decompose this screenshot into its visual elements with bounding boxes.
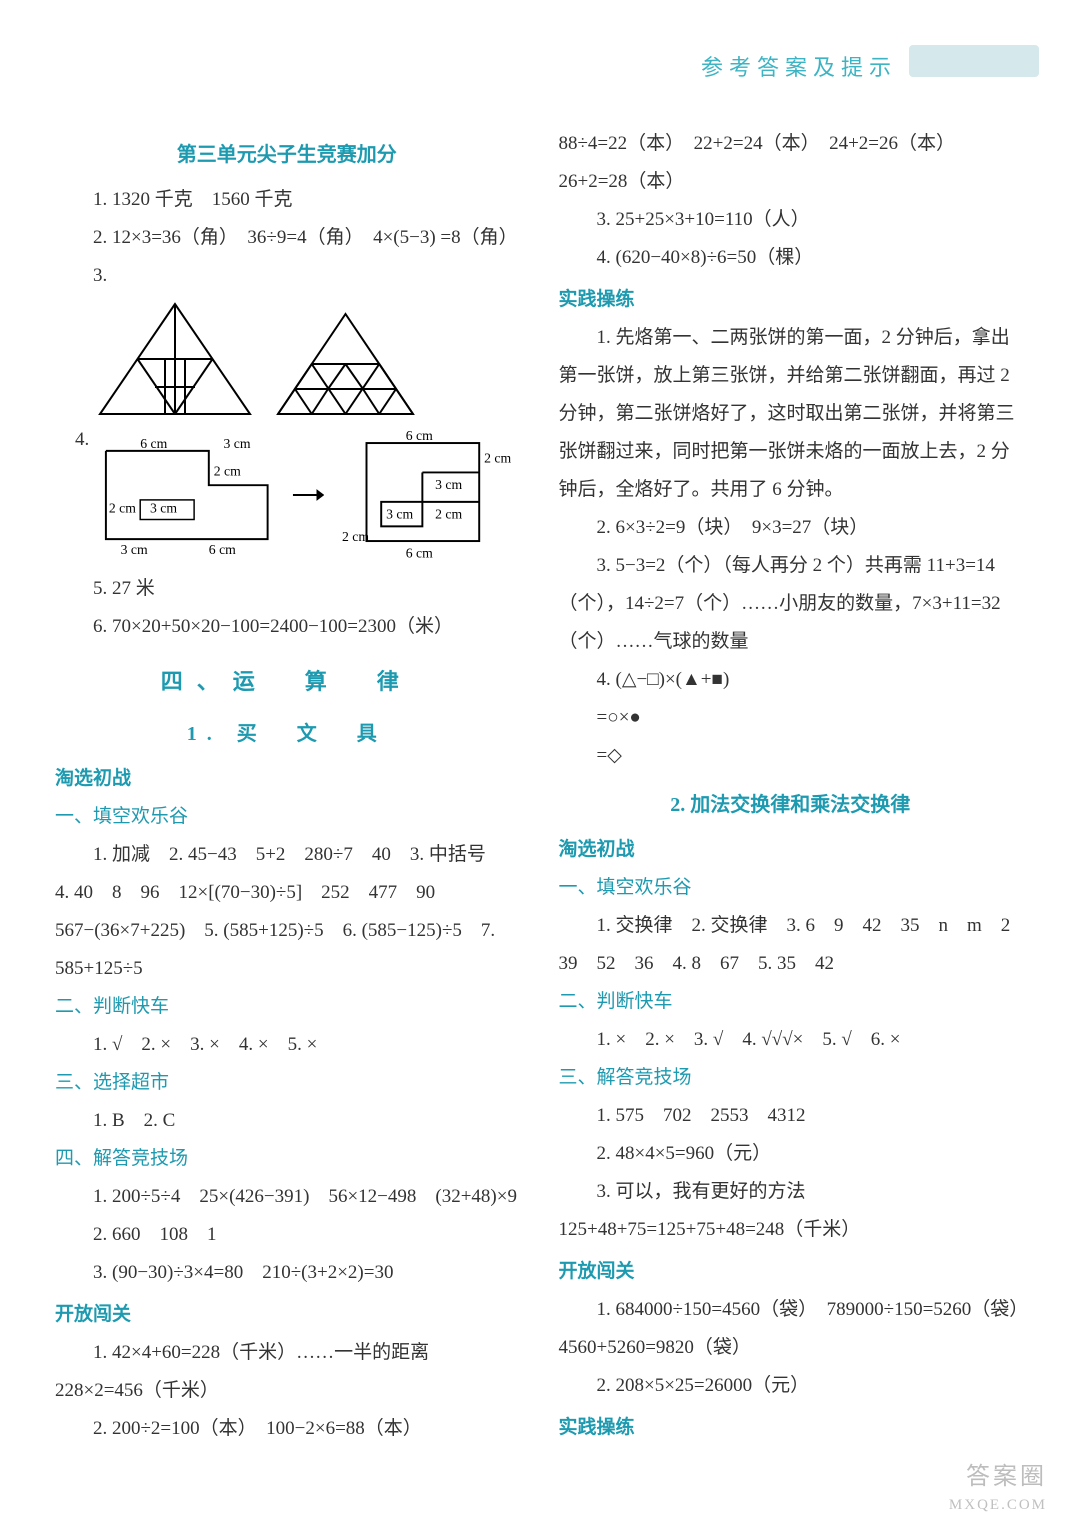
unit3-q5: 5. 27 米 [55, 570, 519, 608]
r-cont-l1: 88÷4=22（本） 22+2=24（本） 24+2=26（本） 26+2=28… [559, 125, 1023, 201]
header-badge [909, 45, 1039, 77]
sj-label: 实践操练 [559, 281, 1023, 319]
sj-l4b: =○×● [559, 699, 1023, 737]
s2-kf-l2: 2. 208×5×25=26000（元） [559, 1367, 1023, 1405]
unit3-q1: 1. 1320 千克 1560 千克 [55, 181, 519, 219]
unit3-q3-label: 3. [55, 257, 519, 295]
rect-right: 6 cm 2 cm 3 cm 2 cm 3 cm 2 cm 6 cm [342, 427, 518, 562]
r-6cm: 6 cm [406, 428, 433, 443]
cat1-label: 一、填空欢乐谷 [55, 798, 519, 836]
r-2cm-c: 2 cm [342, 529, 369, 544]
cat4-l1: 1. 200÷5÷4 25×(426−391) 56×12−498 (32+48… [55, 1178, 519, 1216]
lbl-2cm: 2 cm [214, 463, 241, 478]
unit3-heading: 第三单元尖子生竞赛加分 [55, 135, 519, 175]
cat3-l1: 1. B 2. C [55, 1102, 519, 1140]
s2-cat3-l3: 3. 可以，我有更好的方法 125+48+75=125+75+48=248（千米… [559, 1173, 1023, 1249]
arrow-icon [291, 485, 324, 505]
page-header-title: 参考答案及提示 [701, 50, 897, 82]
s2-cat3-l1: 1. 575 702 2553 4312 [559, 1097, 1023, 1135]
sj-l4c: =◇ [559, 737, 1023, 775]
r-2cm-a: 2 cm [484, 451, 511, 466]
watermark-line1: 答案圈 [949, 1461, 1047, 1495]
s2-sj-label: 实践操练 [559, 1409, 1023, 1447]
q3-figures [95, 299, 519, 419]
s2-cat3-l2: 2. 48×4×5=960（元） [559, 1135, 1023, 1173]
ch4-heading: 四、运 算 律 [55, 660, 519, 704]
content-columns: 第三单元尖子生竞赛加分 1. 1320 千克 1560 千克 2. 12×3=3… [55, 125, 1022, 1476]
watermark: 答案圈 MXQE.COM [949, 1461, 1047, 1516]
kf-l2: 2. 200÷2=100（本） 100−2×6=88（本） [55, 1410, 519, 1448]
lbl-3cm: 3 cm [224, 435, 251, 450]
s2-kf-l1: 1. 684000÷150=4560（袋） 789000÷150=5260（袋）… [559, 1291, 1023, 1367]
r-3cm-b: 3 cm [386, 507, 413, 522]
cat2-label: 二、判断快车 [55, 988, 519, 1026]
cat4-l2: 2. 660 108 1 [55, 1216, 519, 1254]
s2-cat3-label: 三、解答竞技场 [559, 1059, 1023, 1097]
hx-label: 淘选初战 [55, 760, 519, 798]
s2-sj-l2: 2. 25×45×32=36000（本） [1062, 163, 1077, 201]
triangle-figure-2 [273, 309, 418, 419]
s2-cat1-label: 一、填空欢乐谷 [559, 869, 1023, 907]
sj-l1: 1. 先烙第一、二两张饼的第一面，2 分钟后，拿出第一张饼，放上第三张饼，并给第… [559, 319, 1023, 509]
sj-l4a: 4. (△−□)×(▲+■) [559, 661, 1023, 699]
triangle-figure-1 [95, 299, 255, 419]
q4-figures: 4. 6 cm 3 cm 2 cm 3 cm 2 cm 3 cm 6 cm [75, 427, 519, 562]
lbl-6cm: 6 cm [140, 435, 167, 450]
r-cont-l2: 3. 25+25×3+10=110（人） [559, 201, 1023, 239]
watermark-line2: MXQE.COM [949, 1495, 1047, 1516]
cat1-l1: 1. 加减 2. 45−43 5+2 280÷7 40 3. 中括号 4. 40… [55, 836, 519, 988]
s2-kf-label: 开放闯关 [559, 1253, 1023, 1291]
unit3-q6: 6. 70×20+50×20−100=2400−100=2300（米） [55, 608, 519, 646]
sj-l2: 2. 6×3÷2=9（块） 9×3=27（块） [559, 509, 1023, 547]
lbl-3cm-c: 3 cm [121, 541, 148, 554]
unit3-q4-label: 4. [75, 421, 89, 459]
lbl-3cm-b: 3 cm [150, 500, 177, 515]
r-2cm-b: 2 cm [435, 507, 462, 522]
cat4-l3: 3. (90−30)÷3×4=80 210÷(3+2×2)=30 [55, 1254, 519, 1292]
sj-l3: 3. 5−3=2（个）（每人再分 2 个）共再需 11+3=14（个），14÷2… [559, 547, 1023, 661]
kf-label: 开放闯关 [55, 1296, 519, 1334]
r-cont-l3: 4. (620−40×8)÷6=50（棵） [559, 239, 1023, 277]
r-6cm-b: 6 cm [406, 546, 433, 561]
s2-heading: 2. 加法交换律和乘法交换律 [559, 785, 1023, 825]
kf-l1: 1. 42×4+60=228（千米）……一半的距离 228×2=456（千米） [55, 1334, 519, 1410]
lshape-left: 6 cm 3 cm 2 cm 3 cm 2 cm 3 cm 6 cm [101, 435, 273, 555]
lbl-2cm-b: 2 cm [109, 500, 136, 515]
s2-cat1-l1: 1. 交换律 2. 交换律 3. 6 9 42 35 n m 2 39 52 3… [559, 907, 1023, 983]
cat3-label: 三、选择超市 [55, 1064, 519, 1102]
cat2-l1: 1. √ 2. × 3. × 4. × 5. × [55, 1026, 519, 1064]
cat4-label: 四、解答竞技场 [55, 1140, 519, 1178]
unit3-q2: 2. 12×3=36（角） 36÷9=4（角） 4×(5−3) =8（角） [55, 219, 519, 257]
s2-cat2-label: 二、判断快车 [559, 983, 1023, 1021]
lbl-6cm-b: 6 cm [209, 541, 236, 554]
r-3cm-a: 3 cm [435, 477, 462, 492]
ch4-s1-heading: 1. 买 文 具 [55, 714, 519, 754]
s2-sj-l1: 1. 25×4×8=800（本） [1062, 125, 1077, 163]
s2-hx: 淘选初战 [559, 831, 1023, 869]
s2-cat2-l1: 1. × 2. × 3. √ 4. √√√× 5. √ 6. × [559, 1021, 1023, 1059]
